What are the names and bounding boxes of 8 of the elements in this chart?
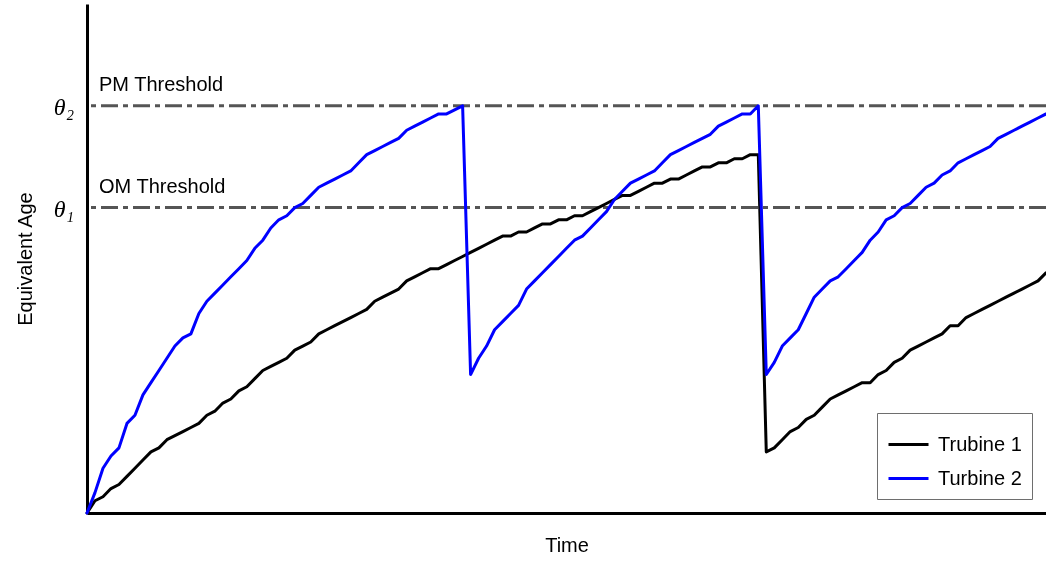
ref-line-label: PM Threshold xyxy=(99,72,224,95)
text: θ₁ xyxy=(53,195,74,222)
ref-line-label: OM Threshold xyxy=(99,174,226,197)
y-axis-title: Equivalent Age xyxy=(13,192,36,326)
legend-label: Turbine 2 xyxy=(938,466,1022,489)
legend-label: Trubine 1 xyxy=(938,432,1022,455)
text: θ₂ xyxy=(53,93,74,120)
x-axis-title: Time xyxy=(545,533,589,556)
